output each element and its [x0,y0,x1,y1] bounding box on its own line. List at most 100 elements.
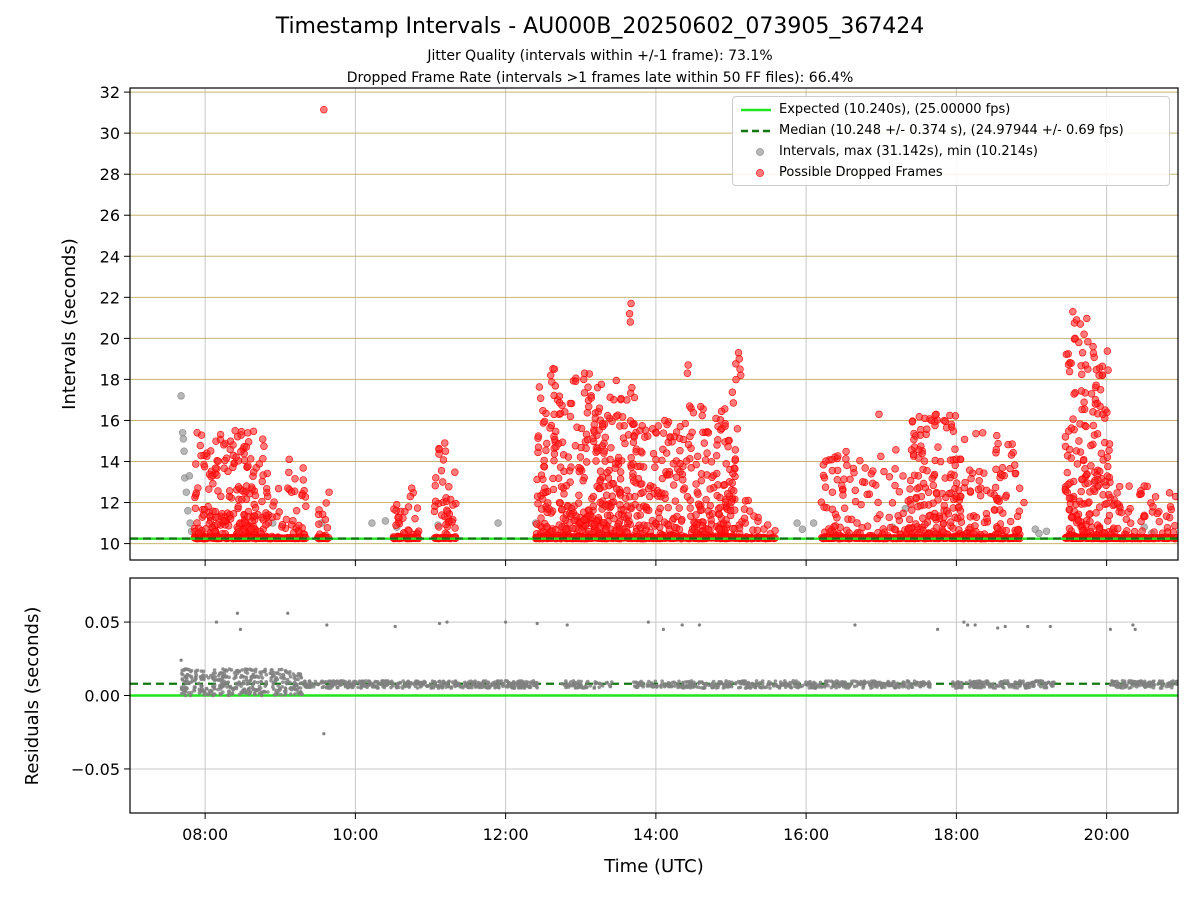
dropped-frame-point [924,488,933,496]
residual-point [271,687,276,691]
residual-point [251,681,256,686]
residual-point [192,685,197,689]
residual-point [1033,679,1038,684]
dropped-frame-point [941,417,950,426]
residual-point [1140,683,1145,687]
dropped-frame-point [1155,517,1164,526]
dropped-frame-point [1078,405,1086,414]
dropped-frame-point [683,493,692,501]
dropped-frame-point [704,525,712,534]
dropped-frame-point [269,502,277,510]
residual-point [761,684,765,689]
dropped-frame-point [629,470,637,478]
dropped-frame-point [298,491,306,500]
residual-point [335,679,340,683]
residual-point [1167,684,1171,689]
dropped-frame-point [702,495,710,504]
dropped-frame-point [1080,398,1088,406]
dropped-frame-point [534,443,543,451]
residual-point [284,680,288,685]
residual-point [935,627,940,632]
residual-point [793,682,797,686]
dropped-frame-point [624,519,632,528]
y-tick-label-top: 28 [100,165,120,184]
residual-point [408,680,413,685]
residual-point [259,670,264,674]
dropped-frame-point [258,477,266,486]
dropped-frame-point [737,371,745,380]
residual-point [1021,679,1025,684]
dropped-frame-point [659,429,668,437]
dropped-frame-point [209,479,217,488]
dropped-frame-point [550,365,559,373]
dropped-frame-point [977,484,985,492]
residual-point [195,668,200,673]
dropped-frame-point [196,441,205,450]
dropped-frame-point [598,420,607,428]
dropped-frame-point [643,522,651,530]
dropped-frame-point [726,506,735,515]
residual-point [438,685,443,689]
dropped-frame-point [932,489,941,498]
residual-point [459,684,464,689]
residual-point [478,685,482,690]
dropped-frame-point [993,431,1001,440]
dropped-frame-point [733,425,742,433]
residual-point [269,678,273,683]
residual-point [707,683,712,688]
residual-point [1003,624,1007,629]
dropped-frame-point [611,464,619,472]
dropped-frame-point [874,498,882,507]
dropped-frame-point [207,447,215,455]
interval-point [1035,529,1043,538]
dropped-frame-point [715,525,724,534]
residual-point [495,680,500,684]
dropped-frame-point [877,452,885,461]
residual-point [906,679,911,684]
dropped-frame-point [740,505,749,513]
dropped-frame-point [1092,381,1100,389]
residual-point [179,658,183,662]
dropped-frame-point [834,452,842,460]
dropped-frame-point [688,428,696,436]
dropped-frame-point [1002,493,1010,501]
residual-point [1127,680,1131,685]
dropped-frame-point [392,500,401,509]
residual-point [185,680,190,684]
residual-point [280,684,284,689]
dropped-frame-point [675,504,683,512]
residual-point [325,684,330,689]
dropped-frame-point [1076,320,1085,328]
residual-point [879,685,884,690]
dropped-frame-point [932,410,940,418]
residual-point [843,680,847,684]
dropped-frame-point [569,524,577,533]
residual-point [1051,681,1055,685]
dropped-frame-point [1095,371,1103,380]
residual-point [310,682,314,686]
residual-point [343,679,348,684]
dropped-frame-point [828,455,836,464]
dropped-frame-point [946,473,954,482]
residual-point [533,681,538,686]
dropped-frame-point [951,445,959,453]
residual-point [234,681,239,686]
dropped-frame-point [929,481,938,490]
dropped-frame-point [708,510,717,518]
residual-point [979,681,983,686]
residual-point [1007,685,1012,689]
residual-point [702,682,707,687]
dropped-frame-point [1077,387,1086,395]
residual-point [322,684,326,689]
dropped-frame-point [1082,422,1090,431]
dropped-frame-point [1014,526,1022,534]
residual-point [1017,683,1021,687]
dropped-frame-point [636,462,644,470]
residual-point [216,678,221,682]
dropped-frame-point [669,459,678,468]
residual-point [610,680,614,684]
y-tick-label-top: 32 [100,83,120,102]
residual-point [405,680,410,685]
dropped-frame-point [289,516,297,525]
dropped-frame-point [828,488,837,496]
